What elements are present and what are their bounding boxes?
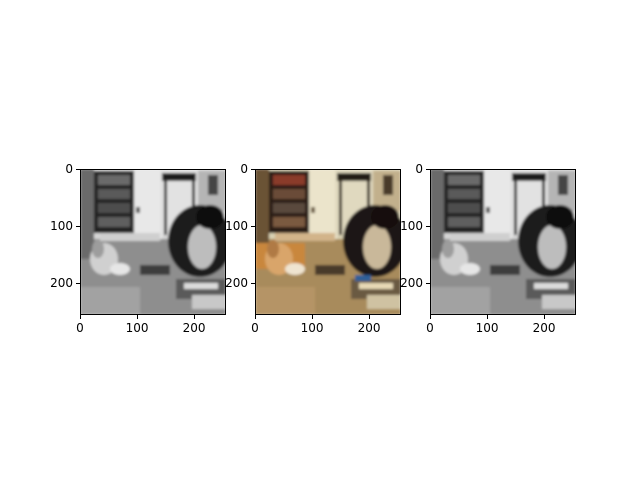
x-tick-label: 0	[235, 322, 275, 334]
y-tick-mark	[426, 169, 430, 170]
axes-frame	[255, 169, 401, 315]
y-tick-mark	[76, 226, 80, 227]
y-tick-label: 200	[33, 277, 73, 289]
x-tick-mark	[369, 315, 370, 319]
y-tick-label: 0	[33, 163, 73, 175]
x-tick-label: 100	[117, 322, 157, 334]
y-tick-mark	[426, 226, 430, 227]
y-tick-label: 200	[383, 277, 423, 289]
y-tick-mark	[251, 169, 255, 170]
y-tick-mark	[251, 226, 255, 227]
x-tick-mark	[487, 315, 488, 319]
subplot-color-center: 0 100 200 0 100 200	[255, 169, 401, 315]
x-tick-mark	[312, 315, 313, 319]
y-tick-label: 100	[208, 220, 248, 232]
x-tick-label: 200	[524, 322, 564, 334]
axes-frame	[430, 169, 576, 315]
x-tick-label: 200	[174, 322, 214, 334]
y-tick-label: 200	[208, 277, 248, 289]
x-tick-label: 100	[467, 322, 507, 334]
subplot-grayscale-left: 0 100 200 0 100 200	[80, 169, 226, 315]
x-tick-label: 100	[292, 322, 332, 334]
y-tick-mark	[426, 283, 430, 284]
x-tick-mark	[137, 315, 138, 319]
x-tick-mark	[430, 315, 431, 319]
axes-frame	[80, 169, 226, 315]
x-tick-mark	[80, 315, 81, 319]
y-tick-mark	[76, 283, 80, 284]
y-tick-label: 100	[383, 220, 423, 232]
x-tick-label: 0	[60, 322, 100, 334]
y-tick-label: 0	[208, 163, 248, 175]
subplot-grayscale-right: 0 100 200 0 100 200	[430, 169, 576, 315]
x-tick-label: 200	[349, 322, 389, 334]
y-tick-label: 100	[33, 220, 73, 232]
x-tick-mark	[194, 315, 195, 319]
y-tick-mark	[251, 283, 255, 284]
x-tick-label: 0	[410, 322, 450, 334]
y-tick-mark	[76, 169, 80, 170]
x-tick-mark	[255, 315, 256, 319]
x-tick-mark	[544, 315, 545, 319]
y-tick-label: 0	[383, 163, 423, 175]
